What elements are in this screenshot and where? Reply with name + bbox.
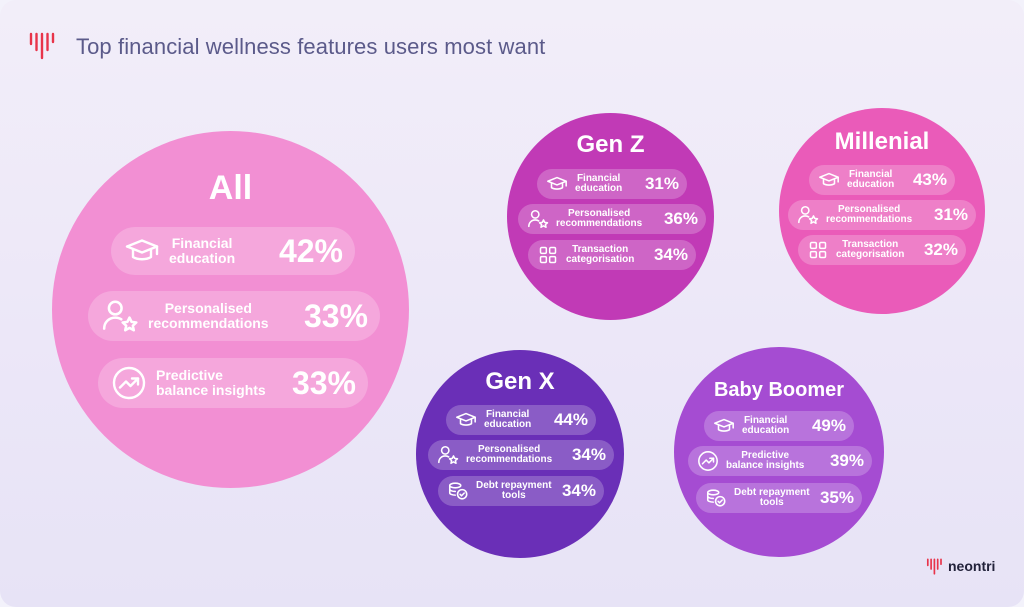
user-star-icon [100,296,140,336]
feature-label: Financial education [742,414,790,436]
feature-label: Debt repayment tools [734,486,810,508]
segment-title: Gen Z [576,131,645,158]
feature-label: Predictive balance insights [726,449,805,471]
feature-pill: Financial education 42% [111,227,355,275]
feature-value: 43% [912,170,947,189]
feature-label: Personalised recommendations [556,207,643,229]
feature-value: 34% [571,445,606,464]
feature-label: Financial education [847,168,895,190]
user-star-icon [796,203,820,227]
segment-millenial-circle: Millenial Financial education 43% Persona… [779,108,985,314]
feature-value: 31% [933,205,968,224]
trend-up-icon [696,449,720,473]
feature-label: Personalised recommendations [466,443,553,465]
grid-icon [806,238,830,262]
feature-value: 44% [553,410,588,429]
graduation-cap-icon [123,232,161,270]
segment-title: Baby Boomer [713,379,845,401]
feature-label: Transaction categorisation [566,243,635,265]
feature-pill: Financial education 43% [809,165,955,195]
segment-title: Millenial [834,128,930,155]
feature-value: 33% [291,364,356,401]
feature-label: Transaction categorisation [836,238,905,260]
feature-pill: Predictive balance insights 39% [688,446,872,476]
feature-value: 31% [644,174,679,193]
page-title: Top financial wellness features users mo… [76,34,546,59]
segment-title: All [208,169,253,207]
graduation-cap-icon [712,414,736,438]
feature-pill: Personalised recommendations 31% [788,200,976,230]
feature-pill: Financial education 44% [446,405,596,435]
feature-pill: Financial education 49% [704,411,854,441]
feature-label: Financial education [484,408,532,430]
segment-genx-circle: Gen X Financial education 44% Personalise… [416,350,624,558]
brand-wordmark: neontri [948,558,996,574]
graduation-cap-icon [817,168,841,192]
feature-pill: Personalised recommendations 33% [88,291,380,341]
user-star-icon [436,443,460,467]
coins-check-icon [446,479,470,503]
feature-value: 34% [561,481,596,500]
segment-all-circle: All Financial education 42% Personalised r… [52,131,409,488]
feature-pill: Debt repayment tools 34% [438,476,604,506]
segment-genz-circle: Gen Z Financial education 31% Personalise… [507,113,714,320]
feature-pill: Predictive balance insights 33% [98,358,368,408]
feature-label: Predictive balance insights [156,367,266,398]
feature-pill: Financial education 31% [537,169,687,199]
feature-label: Financial education [575,172,623,194]
brand-logo-icon [926,558,942,575]
feature-label: Financial education [169,235,236,266]
feature-value: 39% [829,451,864,470]
graduation-cap-icon [454,408,478,432]
feature-value: 35% [819,488,854,507]
feature-label: Personalised recommendations [148,300,269,331]
coins-check-icon [704,486,728,510]
feature-label: Personalised recommendations [826,203,913,225]
feature-value: 49% [811,416,846,435]
footer-brand: neontri [926,556,995,576]
trend-up-icon [110,364,148,402]
feature-value: 42% [278,232,343,269]
graduation-cap-icon [545,172,569,196]
feature-pill: Transaction categorisation 32% [798,235,966,265]
feature-label: Debt repayment tools [476,479,552,501]
segment-boomer-circle: Baby Boomer Financial education 49% Predi… [674,347,884,557]
feature-pill: Debt repayment tools 35% [696,483,862,513]
feature-pill: Personalised recommendations 34% [428,440,614,470]
feature-value: 33% [303,297,368,334]
segment-title: Gen X [485,368,555,395]
feature-pill: Personalised recommendations 36% [518,204,706,234]
brand-logo-icon [29,32,55,60]
feature-value: 36% [663,209,698,228]
user-star-icon [526,207,550,231]
feature-value: 32% [923,240,958,259]
grid-icon [536,243,560,267]
feature-pill: Transaction categorisation 34% [528,240,696,270]
feature-value: 34% [653,245,688,264]
